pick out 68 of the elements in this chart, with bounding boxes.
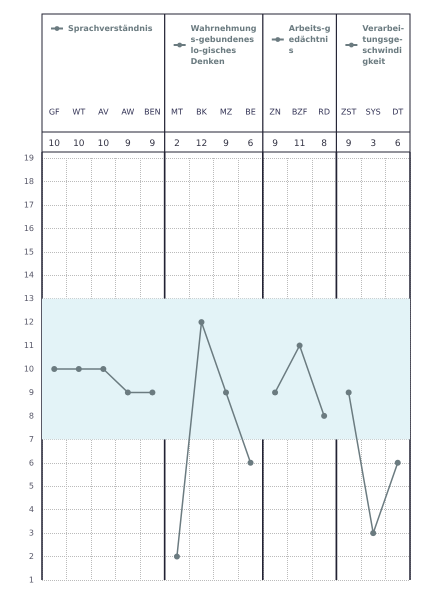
text: 8 bbox=[321, 139, 328, 149]
x-tick-label: SYS bbox=[366, 108, 381, 116]
point bbox=[272, 389, 278, 396]
point bbox=[198, 319, 204, 326]
y-tick-label: 13 bbox=[24, 294, 34, 304]
x-tick-label: BK bbox=[196, 108, 208, 116]
y-tick-label: 9 bbox=[28, 388, 34, 397]
point bbox=[51, 366, 58, 372]
y-tick-label: 17 bbox=[24, 200, 34, 210]
x-tick-label: GF bbox=[48, 108, 60, 116]
y-tick-label: 3 bbox=[28, 528, 34, 538]
y-tick-label: 1 bbox=[28, 576, 34, 584]
y-tick-label: 11 bbox=[24, 341, 34, 350]
point bbox=[296, 342, 303, 349]
text: 2 bbox=[174, 139, 180, 149]
x-tick-label: BE bbox=[245, 108, 256, 116]
text: 6 bbox=[248, 139, 254, 149]
legend-label: Arbeits-gedächtnis bbox=[288, 24, 331, 55]
text: 10 bbox=[73, 139, 85, 149]
text: 10 bbox=[48, 139, 60, 149]
y-tick-label: 4 bbox=[28, 505, 34, 514]
text: 12 bbox=[196, 139, 208, 149]
y-tick-label: 14 bbox=[24, 270, 34, 280]
text: 6 bbox=[394, 139, 401, 149]
point bbox=[346, 389, 352, 396]
point bbox=[174, 554, 180, 560]
y-tick-label: 10 bbox=[24, 364, 34, 374]
x-tick-label: MT bbox=[171, 108, 183, 116]
x-tick-label: MZ bbox=[220, 108, 233, 116]
y-tick-label: 8 bbox=[28, 411, 34, 420]
text: 9 bbox=[346, 139, 352, 149]
legend-label: Sprachverständnis bbox=[68, 24, 153, 33]
point bbox=[370, 530, 376, 536]
x-tick-label: AW bbox=[121, 108, 134, 116]
text: 9 bbox=[272, 139, 278, 149]
text: 9 bbox=[150, 139, 156, 149]
point bbox=[394, 460, 401, 466]
y-tick-label: 18 bbox=[24, 176, 34, 186]
x-tick-label: ZN bbox=[269, 108, 281, 116]
point bbox=[149, 389, 156, 396]
x-tick-label: RD bbox=[318, 108, 330, 116]
point bbox=[100, 366, 106, 372]
y-tick-label: 16 bbox=[24, 224, 34, 233]
point bbox=[321, 412, 328, 419]
point bbox=[124, 389, 131, 396]
text: 9 bbox=[223, 139, 230, 149]
text: 10 bbox=[98, 139, 110, 149]
x-tick-label: WT bbox=[72, 108, 86, 116]
y-tick-label: 5 bbox=[28, 482, 34, 491]
text: 9 bbox=[125, 139, 131, 149]
x-tick-label: BEN bbox=[144, 108, 161, 116]
x-tick-label: AV bbox=[98, 108, 110, 116]
text: 11 bbox=[294, 139, 306, 149]
y-tick-label: 15 bbox=[24, 247, 34, 256]
point bbox=[76, 366, 82, 372]
legend-label: Verarbei-tungsge-schwindigkeit bbox=[362, 24, 404, 66]
y-tick-label: 12 bbox=[24, 318, 34, 327]
y-tick-label: 6 bbox=[28, 458, 34, 468]
x-tick-label: BZF bbox=[292, 108, 308, 116]
x-tick-label: ZST bbox=[340, 108, 356, 116]
y-tick-label: 7 bbox=[28, 434, 34, 444]
point bbox=[223, 389, 229, 396]
y-tick-label: 2 bbox=[28, 552, 34, 562]
point bbox=[248, 460, 254, 466]
text: 3 bbox=[370, 139, 376, 149]
legend-label: Wahrnehmungs-gebundenes lo-gisches Denken bbox=[190, 24, 257, 66]
y-tick-label: 19 bbox=[24, 154, 34, 162]
x-tick-label: DT bbox=[392, 108, 404, 116]
